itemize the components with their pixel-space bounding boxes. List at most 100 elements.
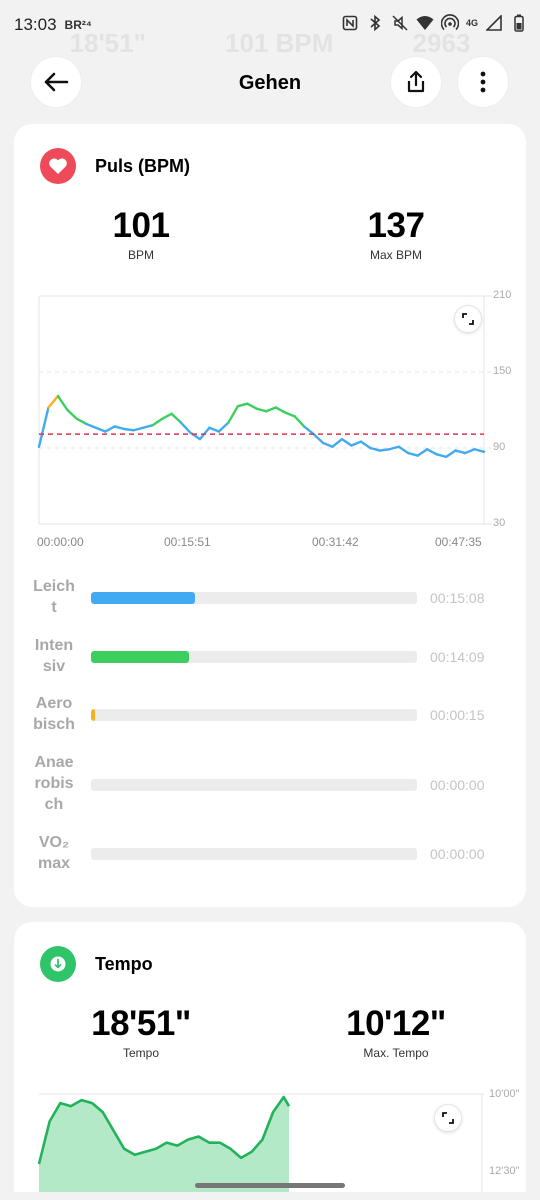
home-indicator[interactable] [195,1183,345,1188]
bluetooth-icon [366,14,384,32]
zone-bar-track [91,651,417,663]
top-bar: Gehen [0,52,540,114]
x-tick-label: 00:31:42 [312,535,359,549]
heart-rate-segment [274,406,287,414]
zone-row: VO₂ max 00:00:00 [14,832,526,872]
y-tick-label: 30 [493,517,506,529]
more-options-button[interactable] [457,56,509,108]
zone-row: Aero bisch 00:00:15 [14,693,526,733]
zone-row: Anae robis ch 00:00:00 [14,752,526,816]
max-pace-value: 10'12" [346,1004,446,1043]
arrow-left-icon [44,72,69,92]
mute-icon [391,14,409,32]
avg-bpm-label: BPM [127,248,154,262]
heart-rate-segment [246,402,258,410]
zone-row: Leich t 00:15:08 [14,576,526,616]
share-icon [407,70,425,93]
pace-line [37,1095,291,1165]
heart-rate-segment [47,394,60,409]
heart-rate-segment [66,408,79,421]
heart-rate-segment [444,449,457,459]
zone-label: Inten siv [34,637,74,675]
y-tick-label: 10'00" [489,1088,520,1100]
heart-rate-segment [265,406,277,413]
zone-bar-track [91,779,417,791]
max-bpm-label: Max BPM [369,248,422,262]
pace-card: Tempo 18'51" Tempo 10'12" Max. Tempo 10'… [14,922,526,1192]
y-tick-label: 12'30" [489,1165,520,1177]
share-button[interactable] [390,56,442,108]
zone-time: 00:00:00 [430,846,485,862]
heart-rate-segment [312,432,325,445]
heart-rate-segment [416,448,429,457]
y-tick-label: 90 [493,441,506,453]
heart-rate-segment [160,412,173,421]
heart-rate-title: Puls (BPM) [95,155,191,176]
app-badge: BR²⁴ [64,18,92,32]
max-bpm-stat: 137 Max BPM [296,206,496,262]
heart-rate-segment [359,440,372,450]
zone-time: 00:00:00 [430,777,485,793]
heart-rate-segment [227,405,240,424]
heart-rate-segment [208,426,221,433]
avg-bpm-value: 101 [112,206,170,245]
zone-label: Aero bisch [33,695,75,733]
avg-pace-label: Tempo [122,1046,160,1060]
heart-rate-segment [454,449,467,455]
heart-rate-segment [407,451,419,457]
heart-rate-segment [236,402,249,408]
heart-rate-segment [94,426,107,433]
heart-rate-segment [388,445,400,451]
wifi-icon [416,14,434,32]
x-tick-label: 00:00:00 [37,535,84,549]
zone-time: 00:00:15 [430,707,485,723]
status-time: 13:03 [14,15,57,34]
avg-pace-stat: 18'51" Tempo [41,1004,241,1060]
zone-label: Leich t [33,578,75,616]
pace-chart [37,1093,484,1192]
heart-rate-segment [255,407,268,413]
expand-icon [442,1112,454,1124]
heart-rate-segment [463,448,476,455]
zone-bar-fill [91,592,196,604]
back-button[interactable] [30,56,82,108]
heart-rate-segment [378,448,391,452]
battery-icon [510,14,528,32]
heart-rate-segment [283,411,296,418]
heart-rate-segment [435,453,448,459]
zone-bar-track [91,592,417,604]
pace-icon [40,946,76,982]
heart-rate-segment [151,417,164,427]
status-bar: 13:03 BR²⁴ 4G [0,0,540,50]
heart-rate-card: Puls (BPM) 101 BPM 137 Max BPM 210 150 9… [14,124,526,907]
zone-label: Anae robis ch [34,754,74,813]
heart-rate-segment [75,417,88,426]
max-pace-stat: 10'12" Max. Tempo [296,1004,496,1060]
max-pace-label: Max. Tempo [363,1046,429,1060]
avg-bpm-stat: 101 BPM [41,206,241,262]
zone-time: 00:14:09 [430,649,485,665]
avg-pace-value: 18'51" [91,1004,191,1043]
status-icons: 4G [341,14,528,32]
faded-steps: 2963 [412,28,471,58]
zone-bar-track [91,848,417,860]
heart-rate-segment [340,437,353,447]
y-tick-label: 210 [493,289,512,301]
heart-rate-segment [217,421,230,433]
heart-rate-segment [113,425,126,431]
expand-chart-button[interactable] [454,305,482,333]
heart-rate-segment [321,441,334,448]
faded-tempo: 18'51" [69,28,146,58]
heart-rate-segment [37,406,50,448]
heart-icon [40,148,76,184]
faded-summary: 18'51" 101 BPM 2963 [0,28,540,78]
x-tick-label: 00:15:51 [164,535,211,549]
nfc-icon [341,14,359,32]
zone-time: 00:15:08 [430,590,485,606]
heart-rate-chart [37,295,492,525]
zone-row: Inten siv 00:14:09 [14,635,526,675]
expand-icon [462,313,474,325]
network-type: 4G [465,18,478,28]
expand-chart-button[interactable] [434,1104,462,1132]
heart-rate-segment [56,394,69,412]
